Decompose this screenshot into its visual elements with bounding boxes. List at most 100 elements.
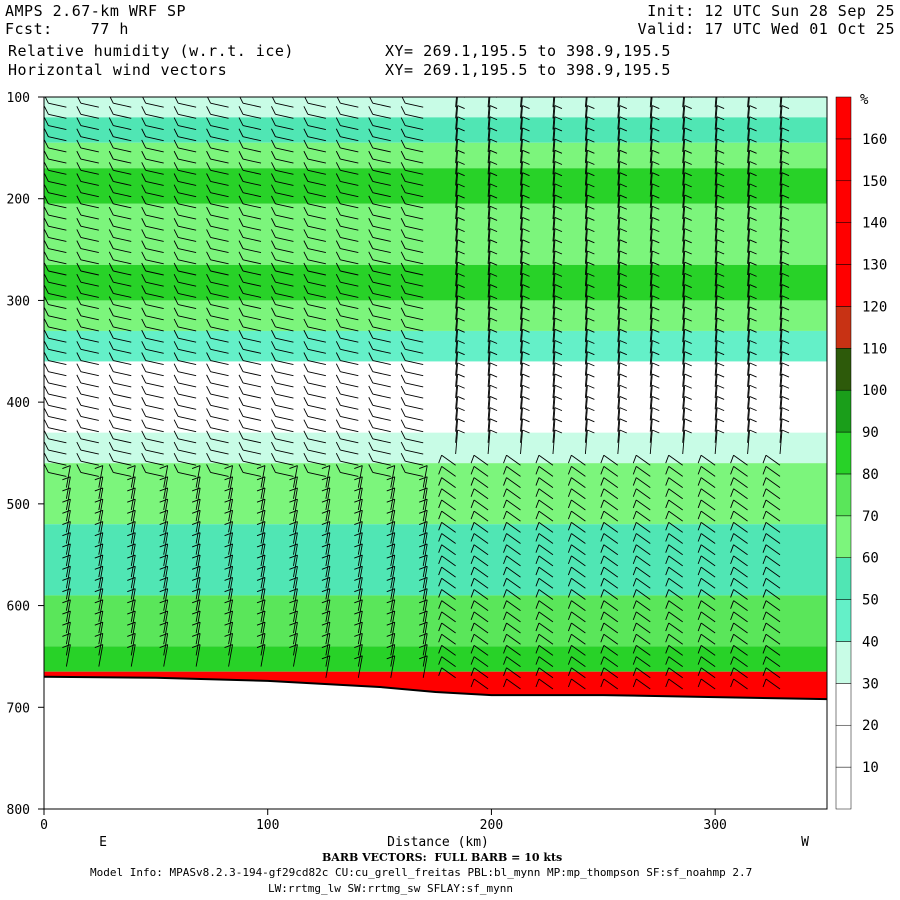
wind-barb-flag: [716, 317, 725, 322]
wind-barb-flag: [271, 397, 276, 406]
wind-barb-flag: [535, 589, 540, 598]
wind-barb: [473, 622, 489, 634]
wind-barb: [520, 396, 523, 421]
wind-barb-flag: [567, 555, 572, 565]
wind-barb: [682, 295, 686, 320]
wind-barb-flag: [554, 172, 563, 177]
wind-barb-flag: [619, 127, 628, 132]
wind-barb-flag: [684, 351, 692, 356]
wind-barb-flag: [749, 272, 757, 277]
wind-barb-flag: [762, 667, 767, 676]
wind-barb: [307, 158, 326, 164]
wind-barb-flag: [555, 83, 562, 86]
wind-barb-flag: [652, 149, 660, 154]
colorbar-label: 90: [862, 425, 879, 441]
wind-barb-flag: [652, 272, 660, 277]
wind-barb-flag: [522, 362, 530, 367]
wind-barb: [163, 543, 169, 566]
wind-barb: [538, 678, 554, 690]
y-tick-label: 600: [7, 600, 30, 615]
wind-barb-flag: [587, 228, 595, 233]
wind-barb-flag: [781, 183, 790, 188]
wind-barb-flag: [386, 610, 395, 615]
wind-barb-flag: [256, 610, 266, 615]
wind-barb-flag: [239, 97, 244, 104]
wind-barb-flag: [554, 261, 563, 266]
wind-barb: [584, 250, 588, 276]
wind-barb: [130, 633, 136, 656]
wind-barb: [422, 644, 428, 667]
wind-barb: [340, 236, 359, 242]
wind-barb-flag: [762, 488, 767, 497]
wind-barb-flag: [271, 251, 276, 261]
wind-barb-flag: [368, 307, 374, 316]
wind-barb-flag: [108, 273, 114, 283]
wind-barb: [178, 113, 197, 119]
wind-barb: [145, 449, 164, 455]
wind-barb: [422, 476, 428, 499]
wind-barb-flag: [206, 139, 211, 149]
wind-barb-flag: [238, 408, 244, 417]
wind-barb: [145, 427, 164, 433]
wind-barb: [487, 362, 491, 387]
wind-barb: [98, 566, 104, 589]
wind-barb-flag: [419, 655, 428, 660]
wind-barb: [228, 532, 234, 555]
wind-barb: [275, 125, 294, 130]
wind-barb: [65, 555, 71, 578]
wind-barb: [779, 228, 783, 253]
wind-barb: [405, 427, 424, 433]
wind-barb: [210, 460, 229, 466]
wind-barb-flag: [619, 306, 628, 311]
wind-barb: [390, 543, 396, 566]
rh-band-11: [44, 524, 827, 596]
wind-barb-flag: [470, 566, 475, 576]
wind-barb: [242, 438, 262, 444]
wind-barb-flag: [400, 285, 406, 294]
wind-barb-flag: [665, 622, 670, 632]
wind-barb-flag: [238, 240, 244, 249]
wind-barb-flag: [173, 385, 179, 395]
wind-barb: [520, 250, 523, 276]
wind-barb-flag: [716, 116, 725, 121]
wind-barb-flag: [141, 363, 147, 372]
wind-barb-flag: [108, 307, 114, 316]
wind-barb-flag: [44, 453, 49, 462]
wind-barb: [242, 460, 262, 466]
wind-barb: [80, 438, 99, 444]
wind-barb: [520, 374, 523, 399]
wind-barb: [113, 113, 132, 119]
wind-barb-flag: [419, 543, 428, 548]
wind-barb: [195, 633, 201, 656]
wind-barb: [275, 404, 294, 410]
wind-barb-flag: [76, 363, 82, 372]
wind-barb-flag: [224, 465, 233, 470]
wind-barb: [130, 499, 136, 522]
wind-barb-flag: [587, 183, 595, 188]
wind-barb-flag: [127, 532, 136, 537]
wind-barb-flag: [652, 306, 660, 311]
wind-barb-flag: [321, 476, 331, 481]
wind-barb: [145, 225, 164, 231]
wind-barb-flag: [335, 318, 341, 328]
wind-barb-flag: [271, 419, 276, 428]
wind-barb: [520, 105, 523, 130]
wind-barb-flag: [438, 600, 443, 609]
wind-barb-flag: [665, 488, 670, 497]
wind-barb-flag: [470, 522, 475, 531]
wind-barb-flag: [303, 430, 309, 440]
wind-barb-flag: [44, 229, 49, 238]
wind-barb-flag: [335, 128, 341, 137]
wind-barb: [80, 181, 99, 186]
wind-barb-flag: [587, 250, 595, 255]
wind-barb-flag: [335, 173, 341, 182]
wind-barb-flag: [749, 228, 757, 233]
wind-barb-flag: [470, 578, 475, 587]
wind-barb-flag: [458, 83, 465, 86]
wind-barb: [668, 600, 683, 612]
wind-barb-flag: [108, 408, 114, 417]
wind-barb: [649, 183, 653, 208]
wind-barb-flag: [400, 329, 406, 339]
wind-barb-flag: [386, 599, 395, 604]
wind-barb-flag: [141, 206, 147, 216]
